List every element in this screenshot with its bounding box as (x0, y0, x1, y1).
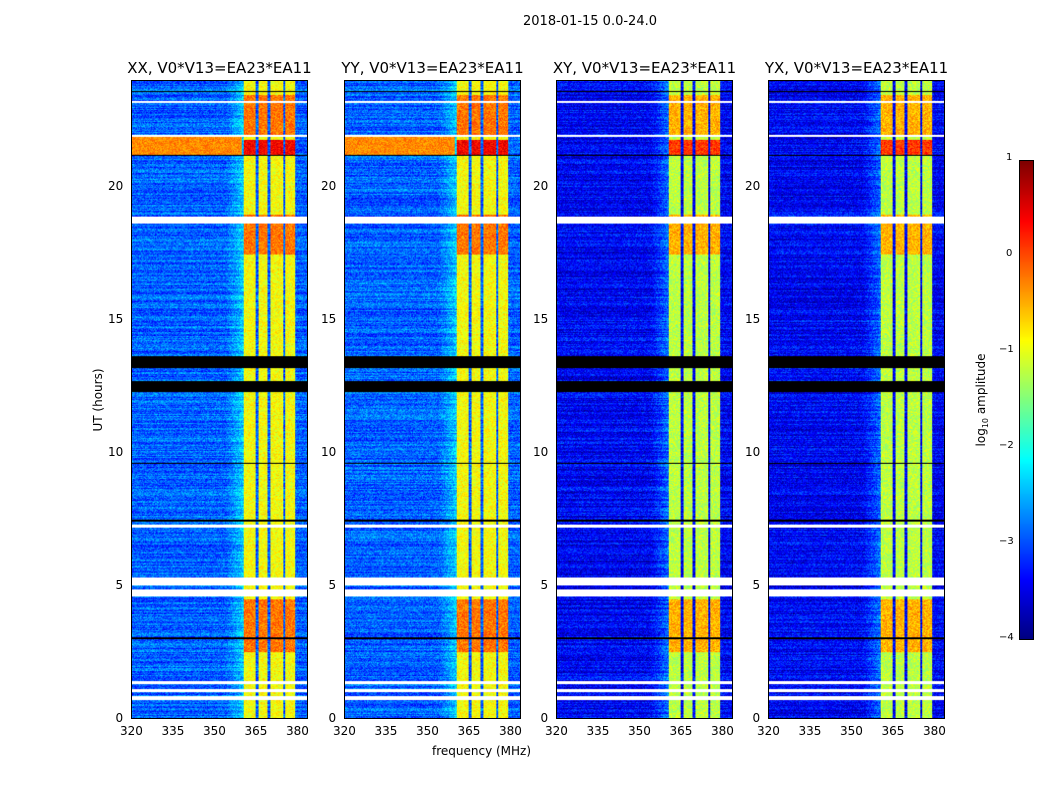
heatmap-image (345, 81, 520, 718)
colorbar (1019, 160, 1034, 640)
x-tick-label: 380 (710, 724, 734, 738)
x-tick-label: 320 (545, 724, 568, 738)
waterfall-panel (556, 80, 733, 719)
y-tick-label: 10 (321, 444, 337, 459)
y-tick-label: 0 (328, 711, 337, 725)
y-tick-label: 20 (108, 178, 124, 193)
y-tick-label: 15 (108, 311, 124, 326)
figure-title: 2018-01-15 0.0-24.0 (523, 14, 657, 29)
colorbar-tick-label: 0 (1006, 248, 1013, 259)
x-tick-label: 350 (415, 724, 439, 738)
waterfall-panel (131, 80, 308, 719)
y-tick-label: 0 (115, 711, 124, 725)
colorbar-tick-label: −3 (999, 536, 1014, 547)
colorbar-tick-label: −1 (999, 344, 1014, 355)
x-tick-label: 365 (669, 724, 693, 738)
x-tick-label: 320 (333, 724, 356, 738)
panel-title: YY, V0*V13=EA23*EA11 (341, 59, 524, 77)
y-tick-label: 5 (540, 577, 549, 592)
y-tick-label: 10 (533, 444, 549, 459)
y-tick-label: 20 (321, 178, 337, 193)
y-tick-label: 15 (321, 311, 337, 326)
y-tick-label: 0 (540, 711, 549, 725)
y-tick-label: 0 (752, 711, 761, 725)
y-axis-label: UT (hours) (91, 368, 105, 432)
waterfall-panel (768, 80, 945, 719)
waterfall-panel (344, 80, 521, 719)
panel-title: XY, V0*V13=EA23*EA11 (552, 59, 737, 77)
x-tick-label: 335 (586, 724, 610, 738)
x-tick-label: 350 (202, 724, 226, 738)
x-tick-label: 335 (798, 724, 822, 738)
y-tick-label: 15 (745, 311, 761, 326)
x-tick-label: 380 (498, 724, 522, 738)
y-tick-label: 20 (745, 178, 761, 193)
y-tick-label: 5 (115, 577, 124, 592)
x-tick-label: 320 (757, 724, 780, 738)
panel-title: XX, V0*V13=EA23*EA11 (127, 59, 312, 77)
x-tick-label: 365 (244, 724, 268, 738)
x-tick-label: 380 (285, 724, 309, 738)
y-tick-label: 5 (752, 577, 761, 592)
x-tick-label: 380 (922, 724, 946, 738)
y-tick-label: 5 (328, 577, 337, 592)
colorbar-tick-label: −2 (999, 440, 1014, 451)
x-tick-label: 335 (161, 724, 185, 738)
x-tick-label: 365 (457, 724, 481, 738)
y-tick-label: 10 (745, 444, 761, 459)
y-tick-label: 15 (533, 311, 549, 326)
x-tick-label: 320 (120, 724, 143, 738)
x-tick-label: 350 (627, 724, 651, 738)
colorbar-tick-label: −4 (999, 632, 1014, 643)
panel-title: YX, V0*V13=EA23*EA11 (764, 59, 949, 77)
x-tick-label: 335 (374, 724, 398, 738)
colorbar-label: log10 amplitude (973, 353, 991, 447)
heatmap-image (132, 81, 307, 718)
colorbar-tick-label: 1 (1006, 152, 1013, 163)
y-tick-label: 10 (108, 444, 124, 459)
heatmap-image (557, 81, 732, 718)
x-tick-label: 350 (839, 724, 863, 738)
x-tick-label: 365 (881, 724, 905, 738)
heatmap-image (769, 81, 944, 718)
y-tick-label: 20 (533, 178, 549, 193)
x-axis-label: frequency (MHz) (432, 744, 532, 758)
